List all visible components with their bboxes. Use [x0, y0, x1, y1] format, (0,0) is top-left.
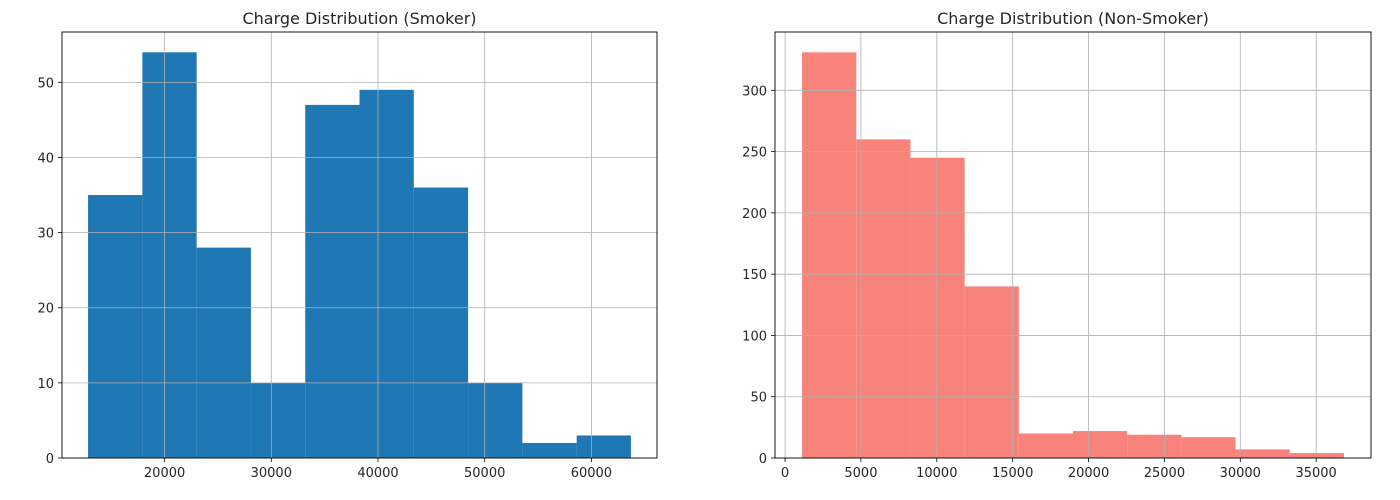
- smoker-x-tick-label-4: 60000: [571, 466, 612, 481]
- non-smoker-histogram: 0 5000 10000 15000 20000 25000 30000 35000 0 50 10…: [742, 9, 1372, 481]
- smoker-bar-8: [522, 442, 577, 458]
- smoker-chart-title: Charge Distribution (Smoker): [242, 9, 476, 28]
- non-smoker-bar-8: [1235, 449, 1290, 458]
- non-smoker-bar-1: [856, 139, 911, 458]
- non-smoker-x-tick-label-5: 25000: [1144, 466, 1185, 481]
- smoker-x-ticks: 20000 30000 40000 50000 60000: [144, 458, 612, 481]
- non-smoker-bar-3: [964, 286, 1019, 458]
- non-smoker-bar-6: [1127, 434, 1182, 458]
- smoker-bar-5: [359, 89, 414, 458]
- non-smoker-bar-5: [1072, 431, 1128, 458]
- non-smoker-y-tick-label-5: 250: [742, 146, 767, 161]
- non-smoker-y-tick-label-4: 200: [742, 207, 767, 222]
- non-smoker-x-tick-label-0: 0: [781, 466, 789, 481]
- smoker-bars: [88, 52, 631, 459]
- smoker-grid: [62, 32, 657, 459]
- non-smoker-y-tick-label-0: 0: [759, 452, 767, 467]
- non-smoker-y-tick-label-1: 50: [750, 391, 767, 406]
- non-smoker-y-tick-label-2: 100: [742, 329, 767, 344]
- non-smoker-bar-4: [1018, 433, 1073, 458]
- non-smoker-x-tick-label-7: 35000: [1295, 466, 1336, 481]
- non-smoker-x-ticks: 0 5000 10000 15000 20000 25000 30000 35000: [781, 458, 1337, 481]
- non-smoker-bar-0: [802, 52, 857, 458]
- smoker-bar-7: [468, 382, 523, 458]
- non-smoker-x-tick-label-6: 30000: [1220, 466, 1261, 481]
- non-smoker-bar-2: [910, 157, 965, 458]
- non-smoker-grid: [775, 32, 1371, 459]
- non-smoker-bar-7: [1181, 437, 1236, 458]
- smoker-y-tick-label-5: 50: [37, 76, 54, 91]
- smoker-bar-4: [305, 104, 360, 459]
- smoker-y-tick-label-1: 10: [37, 377, 54, 392]
- non-smoker-bar-9: [1289, 453, 1344, 458]
- smoker-bar-2: [196, 247, 251, 458]
- smoker-y-tick-label-4: 40: [37, 151, 54, 166]
- non-smoker-chart-title: Charge Distribution (Non-Smoker): [937, 9, 1209, 28]
- non-smoker-x-tick-label-1: 5000: [844, 466, 877, 481]
- smoker-y-ticks: 0 10 20 30 40 50: [37, 76, 62, 467]
- non-smoker-axes-frame: [774, 31, 1372, 459]
- smoker-histogram: 20000 30000 40000 50000 60000 0 10 20 30 40 50 Char…: [37, 9, 658, 481]
- smoker-x-tick-label-2: 40000: [357, 466, 398, 481]
- non-smoker-y-tick-label-3: 150: [742, 268, 767, 283]
- non-smoker-y-ticks: 0 50 100 150 200 250 300: [742, 84, 775, 467]
- non-smoker-x-tick-label-2: 10000: [916, 466, 957, 481]
- non-smoker-y-tick-label-6: 300: [742, 84, 767, 99]
- smoker-axes-frame: [61, 31, 658, 459]
- smoker-y-tick-label-3: 30: [37, 227, 54, 242]
- non-smoker-x-tick-label-4: 20000: [1068, 466, 1109, 481]
- smoker-x-tick-label-0: 20000: [144, 466, 185, 481]
- smoker-bar-9: [576, 435, 631, 458]
- smoker-bar-1: [142, 52, 197, 459]
- non-smoker-bars: [802, 52, 1344, 458]
- non-smoker-x-tick-label-3: 15000: [992, 466, 1033, 481]
- smoker-bar-0: [88, 195, 143, 458]
- smoker-bar-6: [413, 187, 469, 458]
- smoker-y-tick-label-0: 0: [46, 452, 54, 467]
- smoker-bar-3: [250, 382, 306, 458]
- smoker-y-tick-label-2: 20: [37, 302, 54, 317]
- smoker-x-tick-label-3: 50000: [464, 466, 505, 481]
- smoker-x-tick-label-1: 30000: [251, 466, 292, 481]
